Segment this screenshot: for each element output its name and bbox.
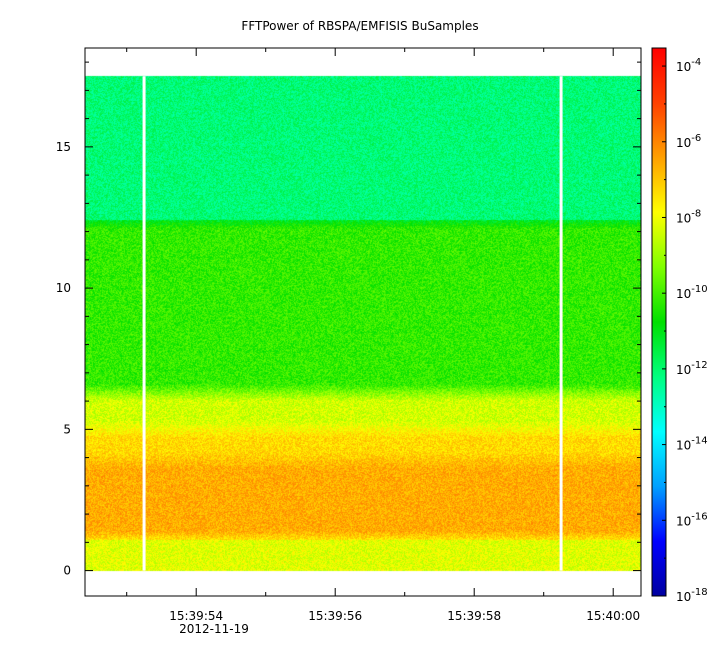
spectrogram-image-wrapper: [85, 48, 641, 596]
colorbar-tick-label: 10-8: [676, 208, 701, 225]
plot-frame: [84, 47, 642, 597]
y-tick-label: 0: [63, 564, 71, 578]
chart-title: FFTPower of RBSPA/EMFISIS BuSamples: [241, 19, 478, 33]
colorbar-tick-label: 10-18: [676, 587, 708, 604]
x-tick-label: 15:39:56: [308, 609, 362, 623]
x-tick-label: 15:39:58: [447, 609, 501, 623]
data-gaps: [142, 76, 563, 571]
colorbar-tick-label: 10-10: [676, 284, 708, 301]
colorbar: 10-4 10-6 10-8 10-10 10-12 10-14 10-16 10-18: [651, 47, 708, 604]
x-tick-label: 15:39:54: [169, 609, 223, 623]
x-axis: 15:39:54 15:39:56 15:39:58 15:40:00: [126, 48, 640, 623]
x-tick-label: 15:40:00: [586, 609, 640, 623]
data-gap-2: [559, 76, 563, 571]
y-tick-label: 10: [56, 281, 71, 295]
x-axis-date-label: 2012-11-19: [179, 622, 249, 636]
colorbar-tick-label: 10-12: [676, 360, 708, 377]
colorbar-tick-label: 10-4: [676, 57, 701, 74]
data-gap-1: [142, 76, 146, 571]
y-axis: 0 5 10 15: [56, 61, 641, 578]
colorbar-frame: [651, 47, 667, 597]
colorbar-tick-label: 10-16: [676, 511, 708, 528]
colorbar-tick-label: 10-6: [676, 133, 701, 150]
plot-area: [84, 47, 642, 597]
y-tick-label: 5: [63, 422, 71, 436]
colorbar-gradient: [652, 48, 666, 596]
y-tick-label: 15: [56, 140, 71, 154]
colorbar-ticks: 10-4 10-6 10-8 10-10 10-12 10-14 10-16 10-18: [662, 57, 708, 604]
colorbar-tick-label: 10-14: [676, 436, 708, 453]
spectrogram-image: [85, 48, 641, 596]
